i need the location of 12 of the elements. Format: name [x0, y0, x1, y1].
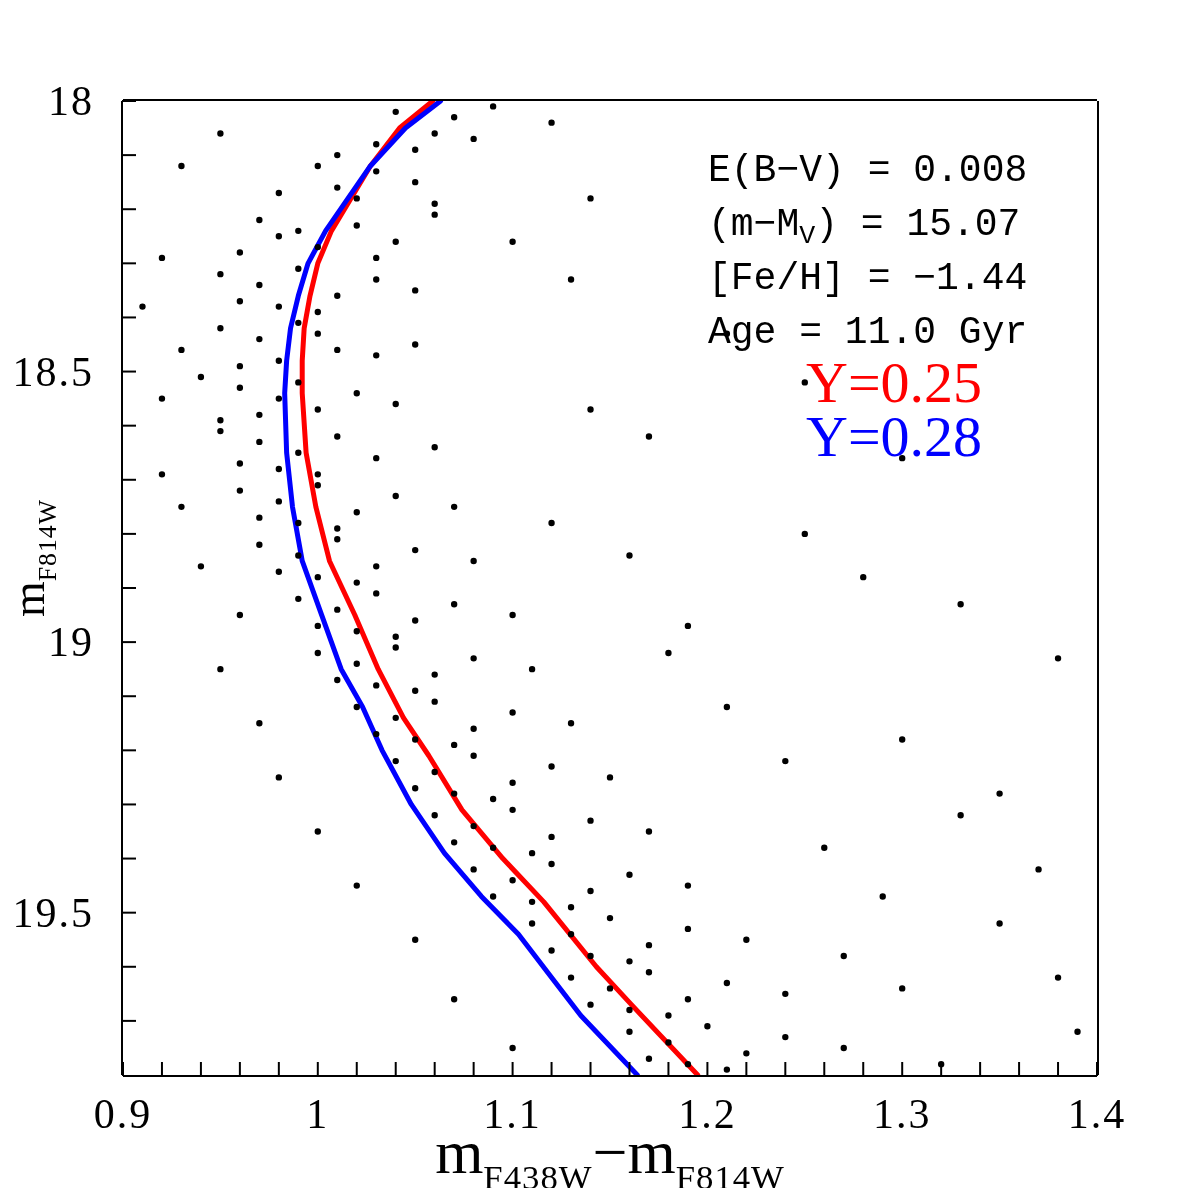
x-tick-label: 1.4: [1067, 1091, 1127, 1137]
annotation: [Fe/H] = −1.44: [708, 256, 1028, 302]
annotation: (m−M$_{V}$) = 15.07: [708, 202, 1022, 252]
x-tick-label: 1: [306, 1091, 330, 1137]
x-tick-label: 1.3: [872, 1091, 932, 1137]
x-tick-label: 0.9: [93, 1091, 153, 1137]
y-tick-label: 18.5: [12, 348, 94, 395]
x-tick-label: 1.2: [678, 1091, 737, 1137]
annotation: E(B−V) = 0.008: [708, 148, 1028, 194]
y-tick-label: 19: [48, 619, 94, 666]
y-tick-label: 18: [48, 78, 94, 124]
y-tick-label: 19.5: [12, 889, 94, 936]
